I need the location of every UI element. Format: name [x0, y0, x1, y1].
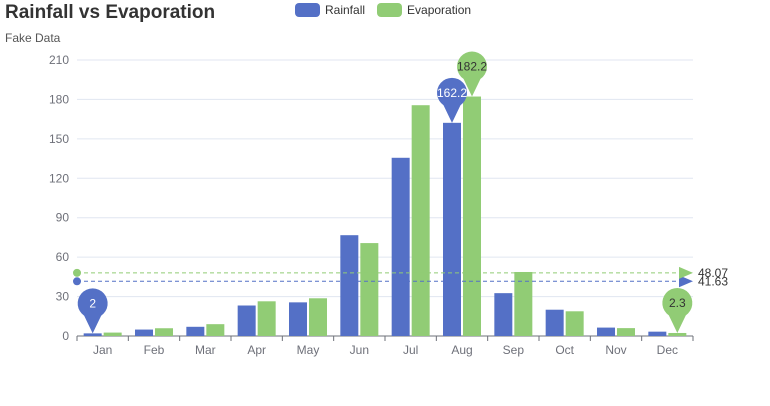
bar-evaporation	[103, 332, 122, 336]
markline-arrow-rainfall	[679, 275, 693, 288]
bar-evaporation	[565, 311, 584, 336]
x-tick-label: Jul	[403, 343, 418, 357]
y-tick-label: 60	[56, 250, 70, 264]
bar-evaporation	[617, 328, 635, 336]
y-tick-label: 120	[49, 171, 69, 185]
x-tick-label: Mar	[195, 343, 216, 357]
markpoint-label-min-rainfall: 2	[89, 296, 96, 310]
bar-rainfall	[391, 157, 410, 336]
y-tick-label: 30	[56, 290, 70, 304]
legend-item-evaporation[interactable]: Evaporation	[377, 3, 471, 17]
bar-rainfall	[83, 333, 102, 336]
bar-rainfall	[237, 305, 256, 336]
bar-rainfall	[340, 235, 359, 336]
bar-evaporation	[411, 105, 430, 336]
x-tick-label: Oct	[555, 343, 574, 357]
markline-label-evaporation: 48.07	[698, 266, 728, 280]
bar-rainfall	[597, 327, 615, 336]
legend-item-rainfall[interactable]: Rainfall	[295, 3, 365, 17]
legend-swatch-rainfall	[295, 3, 320, 17]
markpoint-pin-max-evaporation	[457, 51, 487, 97]
bar-rainfall	[545, 309, 564, 336]
legend-label-rainfall: Rainfall	[325, 3, 366, 17]
x-tick-label: Jun	[350, 343, 369, 357]
y-tick-label: 180	[49, 92, 69, 106]
markpoint-label-max-rainfall: 162.2	[437, 86, 467, 100]
bar-evaporation	[668, 332, 687, 336]
bar-rainfall	[289, 302, 307, 336]
bar-evaporation	[360, 243, 379, 336]
bar-evaporation	[514, 271, 533, 336]
bar-rainfall	[648, 331, 667, 336]
bar-evaporation	[257, 301, 276, 336]
x-tick-label: Dec	[657, 343, 678, 357]
y-tick-label: 0	[62, 329, 69, 343]
bar-rainfall	[443, 122, 461, 336]
bar-evaporation	[309, 298, 327, 336]
y-tick-label: 90	[56, 211, 70, 225]
markpoint-label-min-evaporation: 2.3	[669, 296, 686, 310]
bar-rainfall	[186, 326, 205, 336]
markpoint-label-max-evaporation: 182.2	[457, 60, 487, 74]
y-tick-label: 210	[49, 53, 69, 67]
x-tick-label: Aug	[451, 343, 472, 357]
legend: Rainfall Evaporation	[295, 3, 471, 17]
bar-evaporation	[155, 328, 173, 336]
legend-swatch-evaporation	[377, 3, 403, 17]
chart-title: Rainfall vs Evaporation	[5, 2, 216, 23]
chart-subtitle: Fake Data	[5, 31, 61, 45]
markline-arrow-evaporation	[679, 266, 693, 279]
x-tick-label: Feb	[144, 343, 165, 357]
x-tick-label: Apr	[247, 343, 266, 357]
bar-evaporation	[206, 324, 225, 336]
x-tick-label: May	[297, 343, 320, 357]
x-tick-label: Sep	[503, 343, 525, 357]
markpoint-pin-max-rainfall	[437, 77, 468, 123]
x-tick-label: Jan	[93, 343, 112, 357]
x-tick-label: Nov	[605, 343, 626, 357]
y-tick-label: 150	[49, 132, 69, 146]
markline-label-rainfall: 41.63	[698, 274, 728, 288]
bar-evaporation	[463, 96, 481, 336]
bar-rainfall	[135, 329, 153, 336]
legend-label-evaporation: Evaporation	[407, 3, 472, 17]
bar-rainfall	[494, 293, 513, 336]
markpoint-pin-min-evaporation	[662, 287, 693, 333]
markpoint-pin-min-rainfall	[77, 288, 108, 334]
